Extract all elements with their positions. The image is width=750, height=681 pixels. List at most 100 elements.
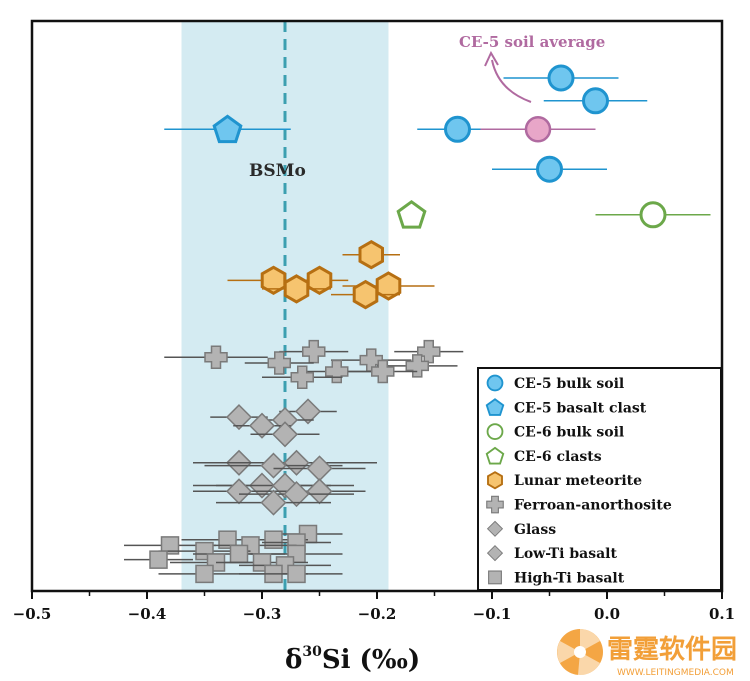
x-tick-label: −0.1 xyxy=(473,605,512,623)
ferroan-anorthosite-point xyxy=(267,351,291,375)
x-tick-label: 0.0 xyxy=(594,605,620,623)
ce5-soil-average-arrow xyxy=(491,59,532,103)
glass-point xyxy=(248,412,276,439)
high-ti-basalt-point xyxy=(149,550,168,569)
watermark: 雷霆软件园 WWW.LEITINGMEDIA.COM xyxy=(557,629,737,678)
ferroan-anorthosite-point xyxy=(417,339,441,364)
ce5-soil-average-arrowhead xyxy=(484,50,499,67)
legend-marker-shape xyxy=(485,446,505,465)
legend-marker-ce-6-bulk-soil xyxy=(486,423,504,440)
ce5-soil-average-label: CE-5 soil average xyxy=(459,33,605,51)
legend-label: High-Ti basalt xyxy=(514,570,625,586)
glass-point xyxy=(271,421,299,448)
series-low-ti-basalt xyxy=(193,449,377,516)
watermark-logo-icon xyxy=(557,629,603,676)
high-ti-basalt-point xyxy=(287,564,306,584)
legend-marker-glass xyxy=(486,520,504,537)
ce-5-bulk-soil-point xyxy=(536,155,563,183)
high-ti-basalt-point xyxy=(160,536,180,555)
lunar-meteorite-point xyxy=(352,279,379,310)
legend-label: CE-5 basalt clast xyxy=(514,400,647,416)
x-tick-label: −0.2 xyxy=(358,605,397,623)
x-tick-label: −0.4 xyxy=(128,605,167,623)
ferroan-anorthosite-point xyxy=(302,339,326,364)
legend-marker-ce-6-clasts xyxy=(485,446,505,465)
legend-marker-lunar-meteorite xyxy=(487,471,503,490)
legend-item-ce-5-bulk-soil: CE-5 bulk soil xyxy=(486,374,624,392)
plot-layer xyxy=(124,64,711,584)
bsmo-band-layer xyxy=(181,21,389,591)
ce-5-bulk-soil-point xyxy=(582,87,609,115)
x-tick-label: −0.3 xyxy=(243,605,282,623)
legend-marker-low-ti-basalt xyxy=(486,545,504,562)
legend-entries: CE-5 bulk soil CE-5 basalt clast CE-6 bulk… xyxy=(485,374,672,586)
x-tick-label: 0.1 xyxy=(709,605,735,623)
legend-label: Lunar meteorite xyxy=(514,473,642,489)
series-ce-5-bulk-soil xyxy=(417,64,648,183)
legend-marker-shape xyxy=(486,520,504,537)
ferroan-anorthosite-point xyxy=(290,365,314,389)
legend-marker-shape xyxy=(485,398,505,416)
glass-point xyxy=(225,404,253,431)
x-axis-title: δ30Si (‰) xyxy=(285,644,420,675)
legend-item-ce-6-clasts: CE-6 clasts xyxy=(485,446,602,465)
lunar-meteorite-point xyxy=(283,274,310,304)
lunar-meteorite-point xyxy=(306,265,333,296)
legend-marker-shape xyxy=(488,570,502,585)
series-lunar-meteorite xyxy=(227,239,435,310)
legend-label: Glass xyxy=(514,522,556,538)
legend-label: CE-6 clasts xyxy=(514,449,602,465)
legend-item-ferroan-anorthosite: Ferroan-anorthosite xyxy=(486,495,672,514)
high-ti-basalt-point xyxy=(218,530,237,549)
legend: CE-5 bulk soil CE-5 basalt clast CE-6 bulk… xyxy=(477,367,722,591)
low-ti-basalt-point xyxy=(260,452,287,479)
high-ti-basalt-point xyxy=(229,544,249,564)
high-ti-basalt-point xyxy=(264,530,283,549)
legend-marker-shape xyxy=(486,374,504,392)
legend-marker-shape xyxy=(486,495,504,514)
legend-marker-shape xyxy=(486,545,504,562)
legend-item-low-ti-basalt: Low-Ti basalt xyxy=(486,545,617,562)
low-ti-basalt-point xyxy=(260,489,287,516)
lunar-meteorite-point xyxy=(375,271,402,301)
high-ti-basalt-point xyxy=(195,564,214,584)
ferroan-anorthosite-point xyxy=(371,359,395,384)
legend-frame xyxy=(477,367,722,591)
series-ce-6-bulk-soil xyxy=(595,201,711,229)
ce-5-bulk-soil-point xyxy=(547,64,575,92)
legend-item-ce-6-bulk-soil: CE-6 bulk soil xyxy=(486,423,624,441)
x-tick-label: −0.5 xyxy=(13,605,52,623)
series-high-ti-basalt xyxy=(124,524,343,584)
ce-6-bulk-soil-point xyxy=(639,201,667,229)
legend-marker-shape xyxy=(486,423,504,440)
series-ce-6-clasts xyxy=(396,199,427,229)
watermark-text: 雷霆软件园 xyxy=(607,635,737,665)
legend-item-high-ti-basalt: High-Ti basalt xyxy=(488,570,625,586)
ce-5-basalt-clast-point xyxy=(212,114,243,144)
series-glass xyxy=(210,398,337,448)
legend-item-ce-5-basalt-clast: CE-5 basalt clast xyxy=(485,398,647,416)
legend-label: Ferroan-anorthosite xyxy=(514,498,672,514)
ferroan-anorthosite-point xyxy=(204,345,228,370)
low-ti-basalt-point xyxy=(283,481,310,508)
legend-label: CE-5 bulk soil xyxy=(514,376,624,392)
series-ce-5-basalt-clast xyxy=(164,114,291,144)
legend-marker-ce-5-bulk-soil xyxy=(486,374,504,392)
lunar-meteorite-point xyxy=(260,265,287,296)
legend-item-glass: Glass xyxy=(486,520,556,538)
legend-item-lunar-meteorite: Lunar meteorite xyxy=(487,471,642,490)
ce-6-clasts-point xyxy=(396,199,427,229)
bsmo-range-band xyxy=(181,21,389,591)
ferroan-anorthosite-point xyxy=(325,359,349,384)
watermark-subtext: WWW.LEITINGMEDIA.COM xyxy=(617,668,734,678)
legend-label: CE-6 bulk soil xyxy=(514,425,624,441)
legend-marker-shape xyxy=(487,471,503,490)
lunar-meteorite-point xyxy=(358,239,384,270)
x-axis: −0.5 −0.4 −0.3 −0.2 −0.1 0.0 0.1 xyxy=(13,591,735,623)
ferroan-anorthosite-point xyxy=(405,354,429,378)
legend-marker-ce-5-basalt-clast xyxy=(485,398,505,416)
glass-point xyxy=(294,398,322,425)
bsmo-label: BSMo xyxy=(249,161,306,181)
ce-5-bulk-soil-point xyxy=(444,115,471,143)
